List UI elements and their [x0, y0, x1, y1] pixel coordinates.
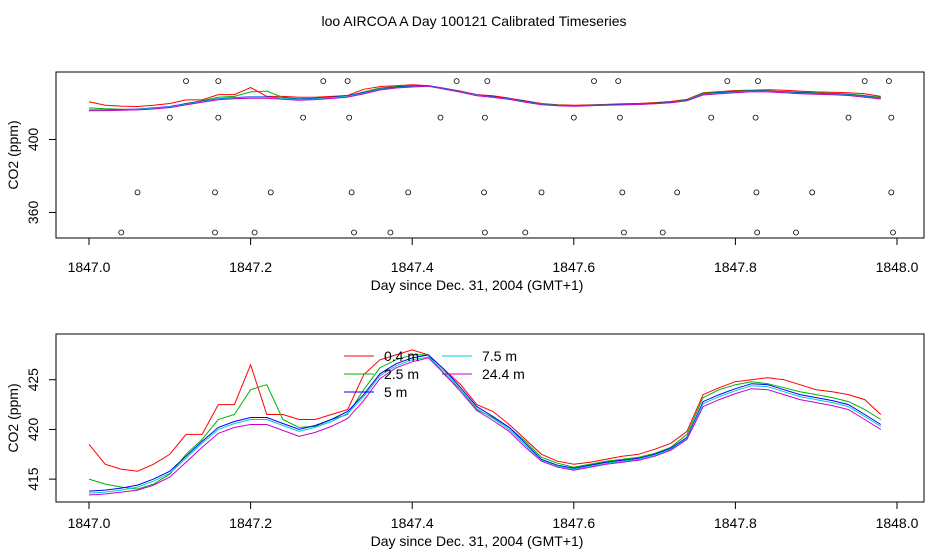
- legend-label: 24.4 m: [482, 366, 525, 382]
- bottom-x-tick-label: 1847.0: [68, 515, 111, 531]
- top-series-group: [88, 84, 881, 112]
- top-marker-point: [619, 189, 626, 196]
- top-marker-point: [845, 114, 852, 121]
- top-x-tick-label: 1847.4: [391, 259, 434, 275]
- bottom-y-tick-label: 425: [25, 368, 41, 392]
- top-marker-point: [591, 78, 597, 84]
- bottom-y-tick-label: 420: [25, 418, 41, 442]
- top-marker-point: [755, 78, 761, 84]
- top-y-axis-label: CO2 (ppm): [5, 120, 21, 189]
- top-marker-point: [387, 229, 394, 236]
- top-marker-point: [212, 229, 218, 236]
- top-marker-point: [481, 114, 488, 121]
- top-marker-point: [708, 114, 715, 121]
- top-marker-point: [484, 78, 491, 84]
- top-marker-point: [890, 229, 896, 236]
- top-marker-point: [674, 189, 681, 196]
- top-marker-point: [861, 78, 868, 84]
- top-marker-point: [753, 189, 760, 196]
- top-marker-point: [888, 189, 895, 196]
- top-marker-point: [437, 114, 444, 121]
- legend-label: 5 m: [384, 384, 407, 400]
- bottom-y-tick-label: 415: [25, 467, 41, 491]
- legend-label: 7.5 m: [482, 348, 517, 364]
- top-marker-point: [615, 78, 622, 84]
- top-marker-point: [300, 114, 307, 121]
- bottom-series-line: [88, 354, 882, 492]
- top-marker-point: [888, 114, 895, 121]
- top-marker-point: [481, 229, 488, 236]
- top-marker-point: [183, 78, 189, 84]
- top-marker-point: [809, 189, 816, 196]
- legend-label: 2.5 m: [384, 366, 419, 382]
- bottom-series-line: [88, 356, 882, 494]
- top-marker-point: [166, 114, 173, 121]
- top-x-axis-label: Day since Dec. 31, 2004 (GMT+1): [371, 277, 584, 293]
- top-marker-point: [522, 229, 529, 236]
- top-marker-point: [344, 78, 351, 84]
- top-marker-point: [405, 189, 412, 196]
- top-marker-point: [267, 189, 274, 196]
- top-y-tick-label: 360: [25, 201, 41, 225]
- top-marker-point: [570, 114, 577, 121]
- top-marker-point: [215, 114, 222, 121]
- top-marker-point: [348, 189, 355, 196]
- top-marker-point: [251, 229, 258, 236]
- top-x-tick-label: 1847.8: [714, 259, 757, 275]
- bottom-x-axis: 1847.0 1847.2 1847.4 1847.6 1847.8 1848.0: [68, 502, 919, 531]
- top-marker-point: [215, 78, 222, 84]
- top-marker-point: [617, 114, 623, 121]
- top-x-tick-label: 1847.2: [229, 259, 272, 275]
- top-x-tick-label: 1848.0: [876, 259, 919, 275]
- top-y-tick-label: 400: [25, 128, 41, 152]
- bottom-x-tick-label: 1848.0: [876, 515, 919, 531]
- top-marker-point: [886, 78, 892, 84]
- top-x-axis: 1847.0 1847.2 1847.4 1847.6 1847.8 1848.0: [68, 238, 919, 275]
- top-x-tick-label: 1847.6: [552, 259, 595, 275]
- top-marker-point: [754, 229, 761, 236]
- bottom-x-axis-label: Day since Dec. 31, 2004 (GMT+1): [371, 533, 584, 549]
- top-marker-point: [793, 229, 799, 236]
- top-x-tick-label: 1847.0: [68, 259, 111, 275]
- top-marker-point: [134, 189, 141, 196]
- top-y-axis: 360 400: [25, 128, 56, 225]
- bottom-series-line: [88, 349, 882, 472]
- top-marker-point: [724, 78, 731, 84]
- top-marker-point: [659, 229, 666, 236]
- bottom-x-tick-label: 1847.2: [229, 515, 272, 531]
- top-marker-point: [453, 78, 460, 84]
- bottom-y-axis: 415 420 425: [25, 368, 56, 491]
- bottom-panel-frame: [55, 333, 925, 503]
- chart-title: loo AIRCOA A Day 100121 Calibrated Times…: [321, 13, 626, 29]
- bottom-x-tick-label: 1847.6: [552, 515, 595, 531]
- bottom-x-tick-label: 1847.4: [391, 515, 434, 531]
- top-marker-point: [118, 229, 125, 236]
- bottom-series-line: [88, 357, 882, 496]
- bottom-x-tick-label: 1847.8: [714, 515, 757, 531]
- top-marker-point: [351, 229, 357, 236]
- bottom-series-group: [88, 349, 882, 496]
- top-marker-point: [212, 189, 218, 196]
- top-marker-point: [538, 189, 545, 196]
- top-marker-point: [481, 189, 488, 196]
- bottom-y-axis-label: CO2 (ppm): [5, 383, 21, 452]
- top-series-line: [88, 85, 881, 112]
- top-marker-point: [346, 114, 353, 121]
- legend: 0.4 m 2.5 m 5 m 7.5 m 24.4 m: [344, 348, 525, 400]
- top-marker-point: [320, 78, 327, 84]
- top-panel-frame: [55, 71, 925, 239]
- top-marker-group: [118, 78, 896, 236]
- legend-label: 0.4 m: [384, 348, 419, 364]
- top-marker-point: [752, 114, 759, 121]
- top-marker-point: [621, 229, 627, 236]
